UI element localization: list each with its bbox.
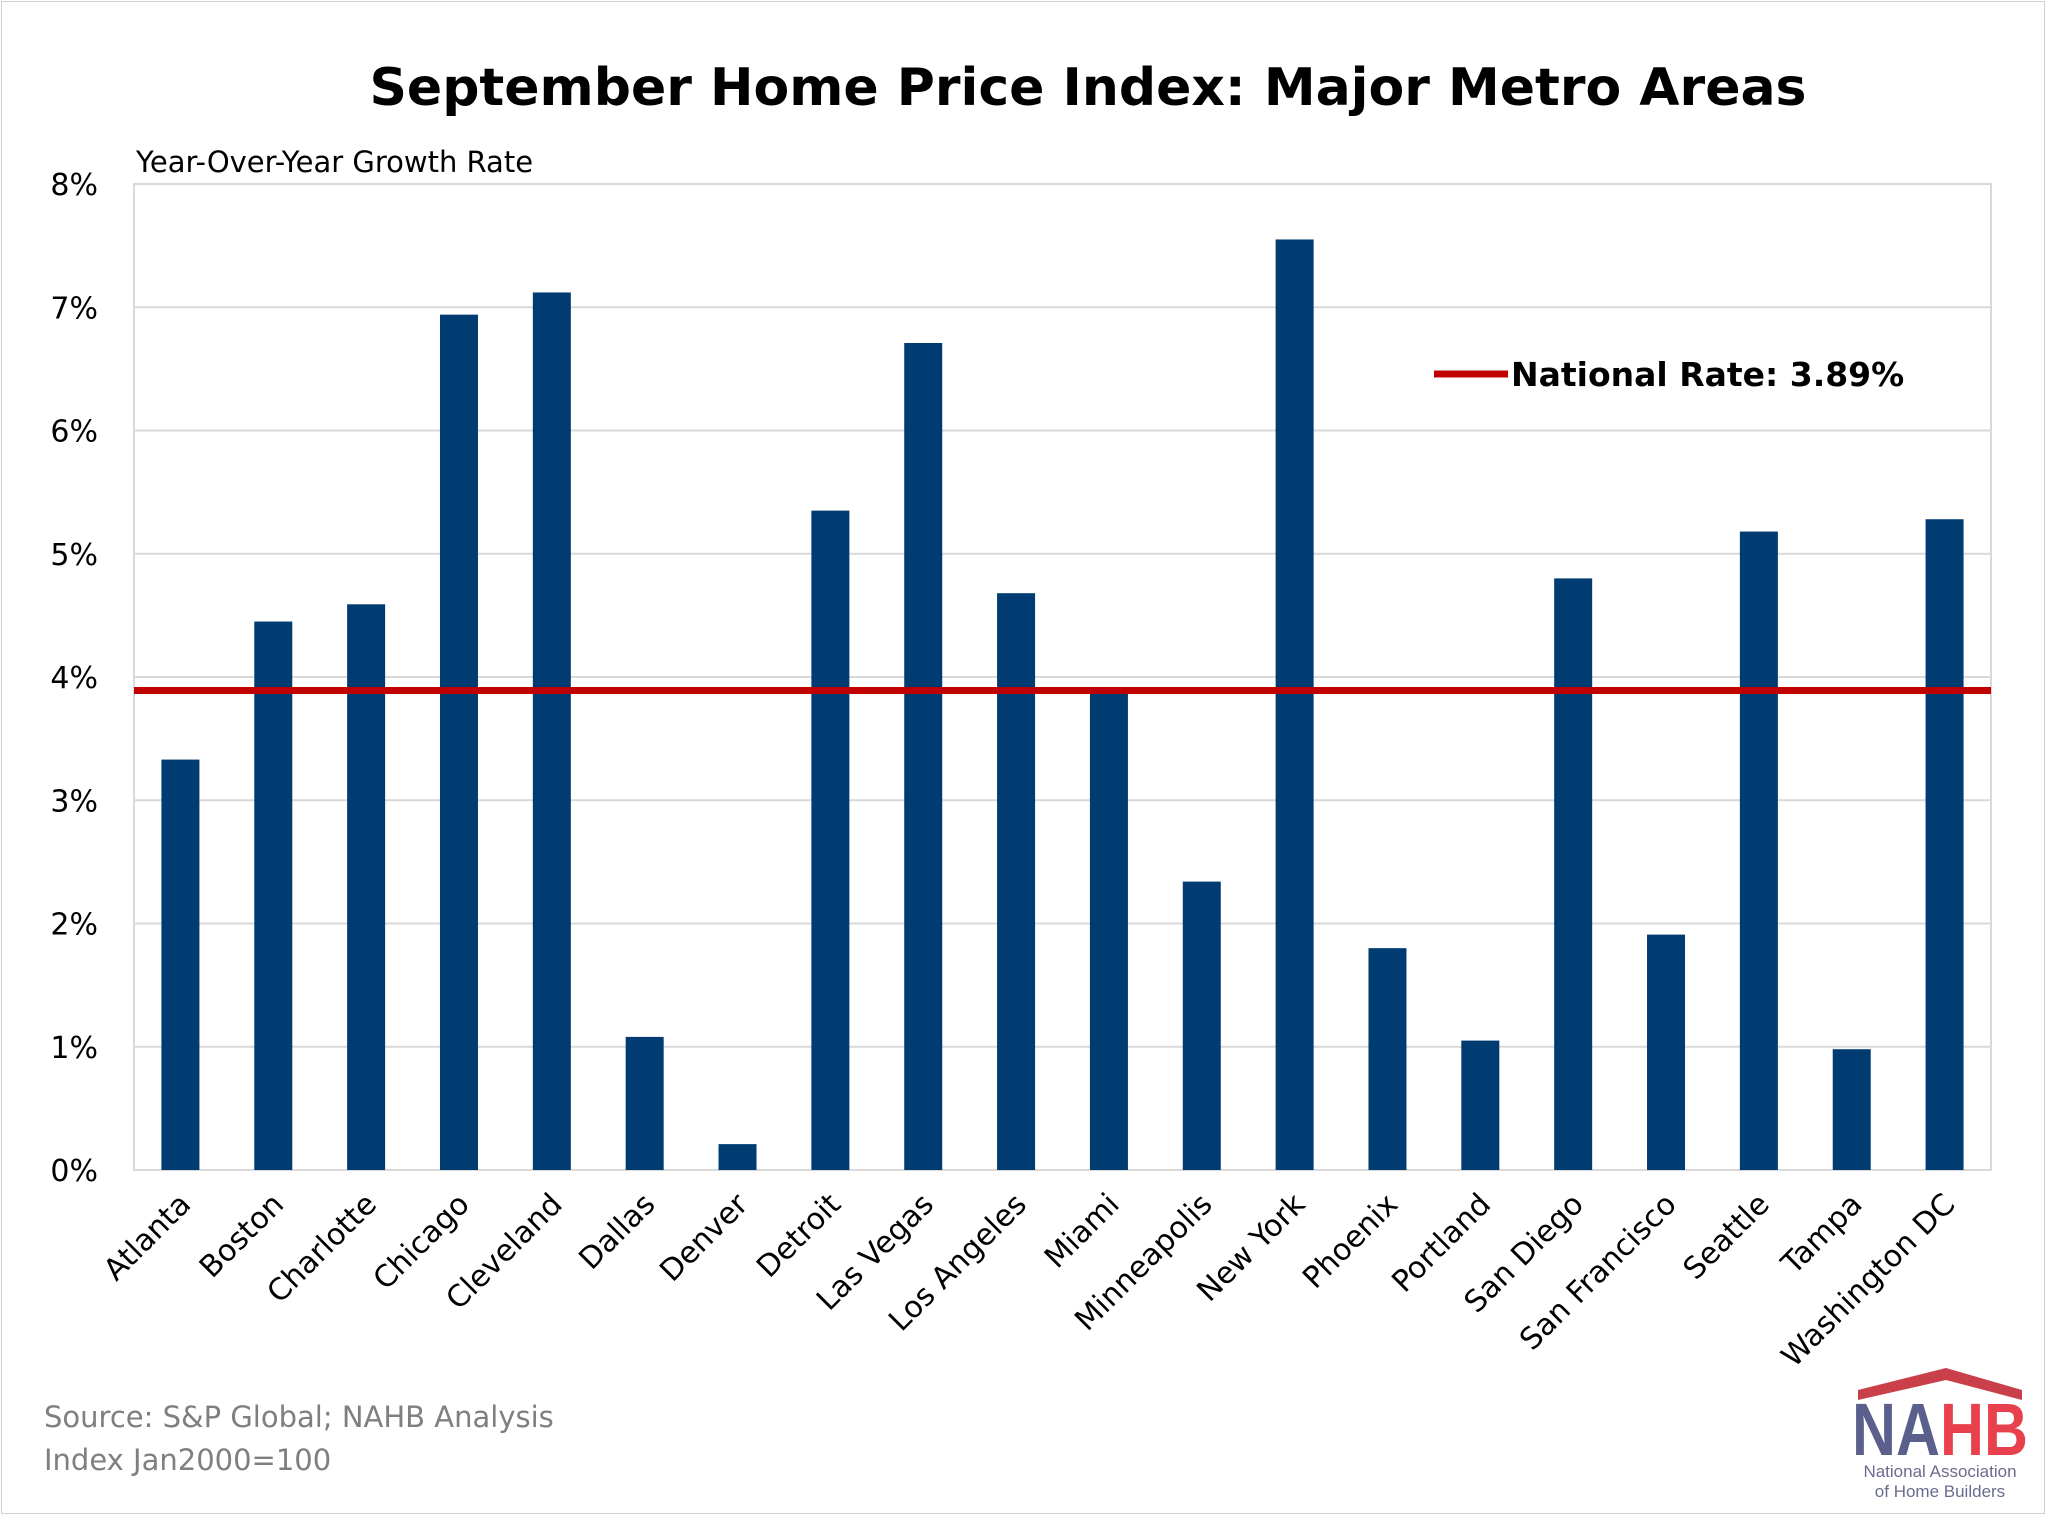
bar-washington-dc (1925, 519, 1964, 1170)
x-tick-label: Atlanta (97, 1187, 198, 1288)
y-tick-label: 2% (50, 908, 98, 943)
x-tick-label: Miami (1038, 1187, 1127, 1276)
legend-label: National Rate: 3.89% (1511, 355, 1904, 394)
y-tick-label: 5% (50, 538, 98, 573)
logo-line2: of Home Builders (1875, 1482, 2005, 1501)
x-tick-label: Washington DC (1775, 1187, 1962, 1374)
logo-hb: HB (1940, 1388, 2028, 1471)
legend: National Rate: 3.89% (1434, 355, 1904, 394)
logo-roof-icon (1858, 1368, 2022, 1400)
x-tick-label: Seattle (1677, 1187, 1777, 1287)
index-note: Index Jan2000=100 (44, 1443, 331, 1477)
plot-area-border (133, 183, 1992, 1171)
x-tick-label: Tampa (1774, 1187, 1869, 1282)
bar-detroit (811, 510, 850, 1170)
logo-line1: National Association (1863, 1462, 2016, 1481)
y-tick-label: 0% (50, 1154, 98, 1189)
bar-tampa (1832, 1049, 1871, 1170)
gridlines (134, 183, 1991, 1171)
x-tick-label: Dallas (572, 1187, 662, 1277)
bar-denver (718, 1144, 757, 1170)
bar-miami (1089, 693, 1128, 1170)
bar-cleveland (532, 292, 571, 1171)
bar-los-angeles (997, 593, 1036, 1170)
bar-boston (254, 621, 293, 1170)
bar-seattle (1739, 531, 1778, 1170)
nahb-logo: NAHB National Association of Home Builde… (1852, 1368, 2028, 1501)
bar-minneapolis (1182, 881, 1221, 1170)
y-tick-label: 6% (50, 415, 98, 450)
x-tick-label: San Francisco (1513, 1187, 1683, 1357)
y-tick-label: 1% (50, 1031, 98, 1066)
y-tick-label: 7% (50, 291, 98, 326)
logo-wordmark: NAHB (1852, 1388, 2028, 1471)
chart-title: September Home Price Index: Major Metro … (369, 58, 1806, 118)
y-tick-label: 8% (50, 168, 98, 203)
y-tick-label: 4% (50, 661, 98, 696)
y-tick-label: 3% (50, 784, 98, 819)
bar-portland (1461, 1040, 1500, 1170)
y-axis-label: Year-Over-Year Growth Rate (135, 145, 533, 179)
bar-new-york (1275, 239, 1314, 1170)
bar-atlanta (161, 759, 200, 1170)
y-axis-ticks: 0% 1% 2% 3% 4% 5% 6% 7% 8% (50, 168, 98, 1189)
bar-phoenix (1368, 948, 1407, 1170)
source-note: Source: S&P Global; NAHB Analysis (44, 1400, 554, 1434)
bar-las-vegas (904, 342, 943, 1170)
x-tick-label: Denver (653, 1186, 755, 1288)
bar-san-diego (1554, 578, 1593, 1170)
bar-chicago (439, 314, 478, 1170)
bar-charlotte (347, 604, 386, 1170)
bar-san-francisco (1647, 934, 1686, 1170)
bar-dallas (625, 1036, 664, 1170)
logo-na: NA (1852, 1388, 1940, 1471)
